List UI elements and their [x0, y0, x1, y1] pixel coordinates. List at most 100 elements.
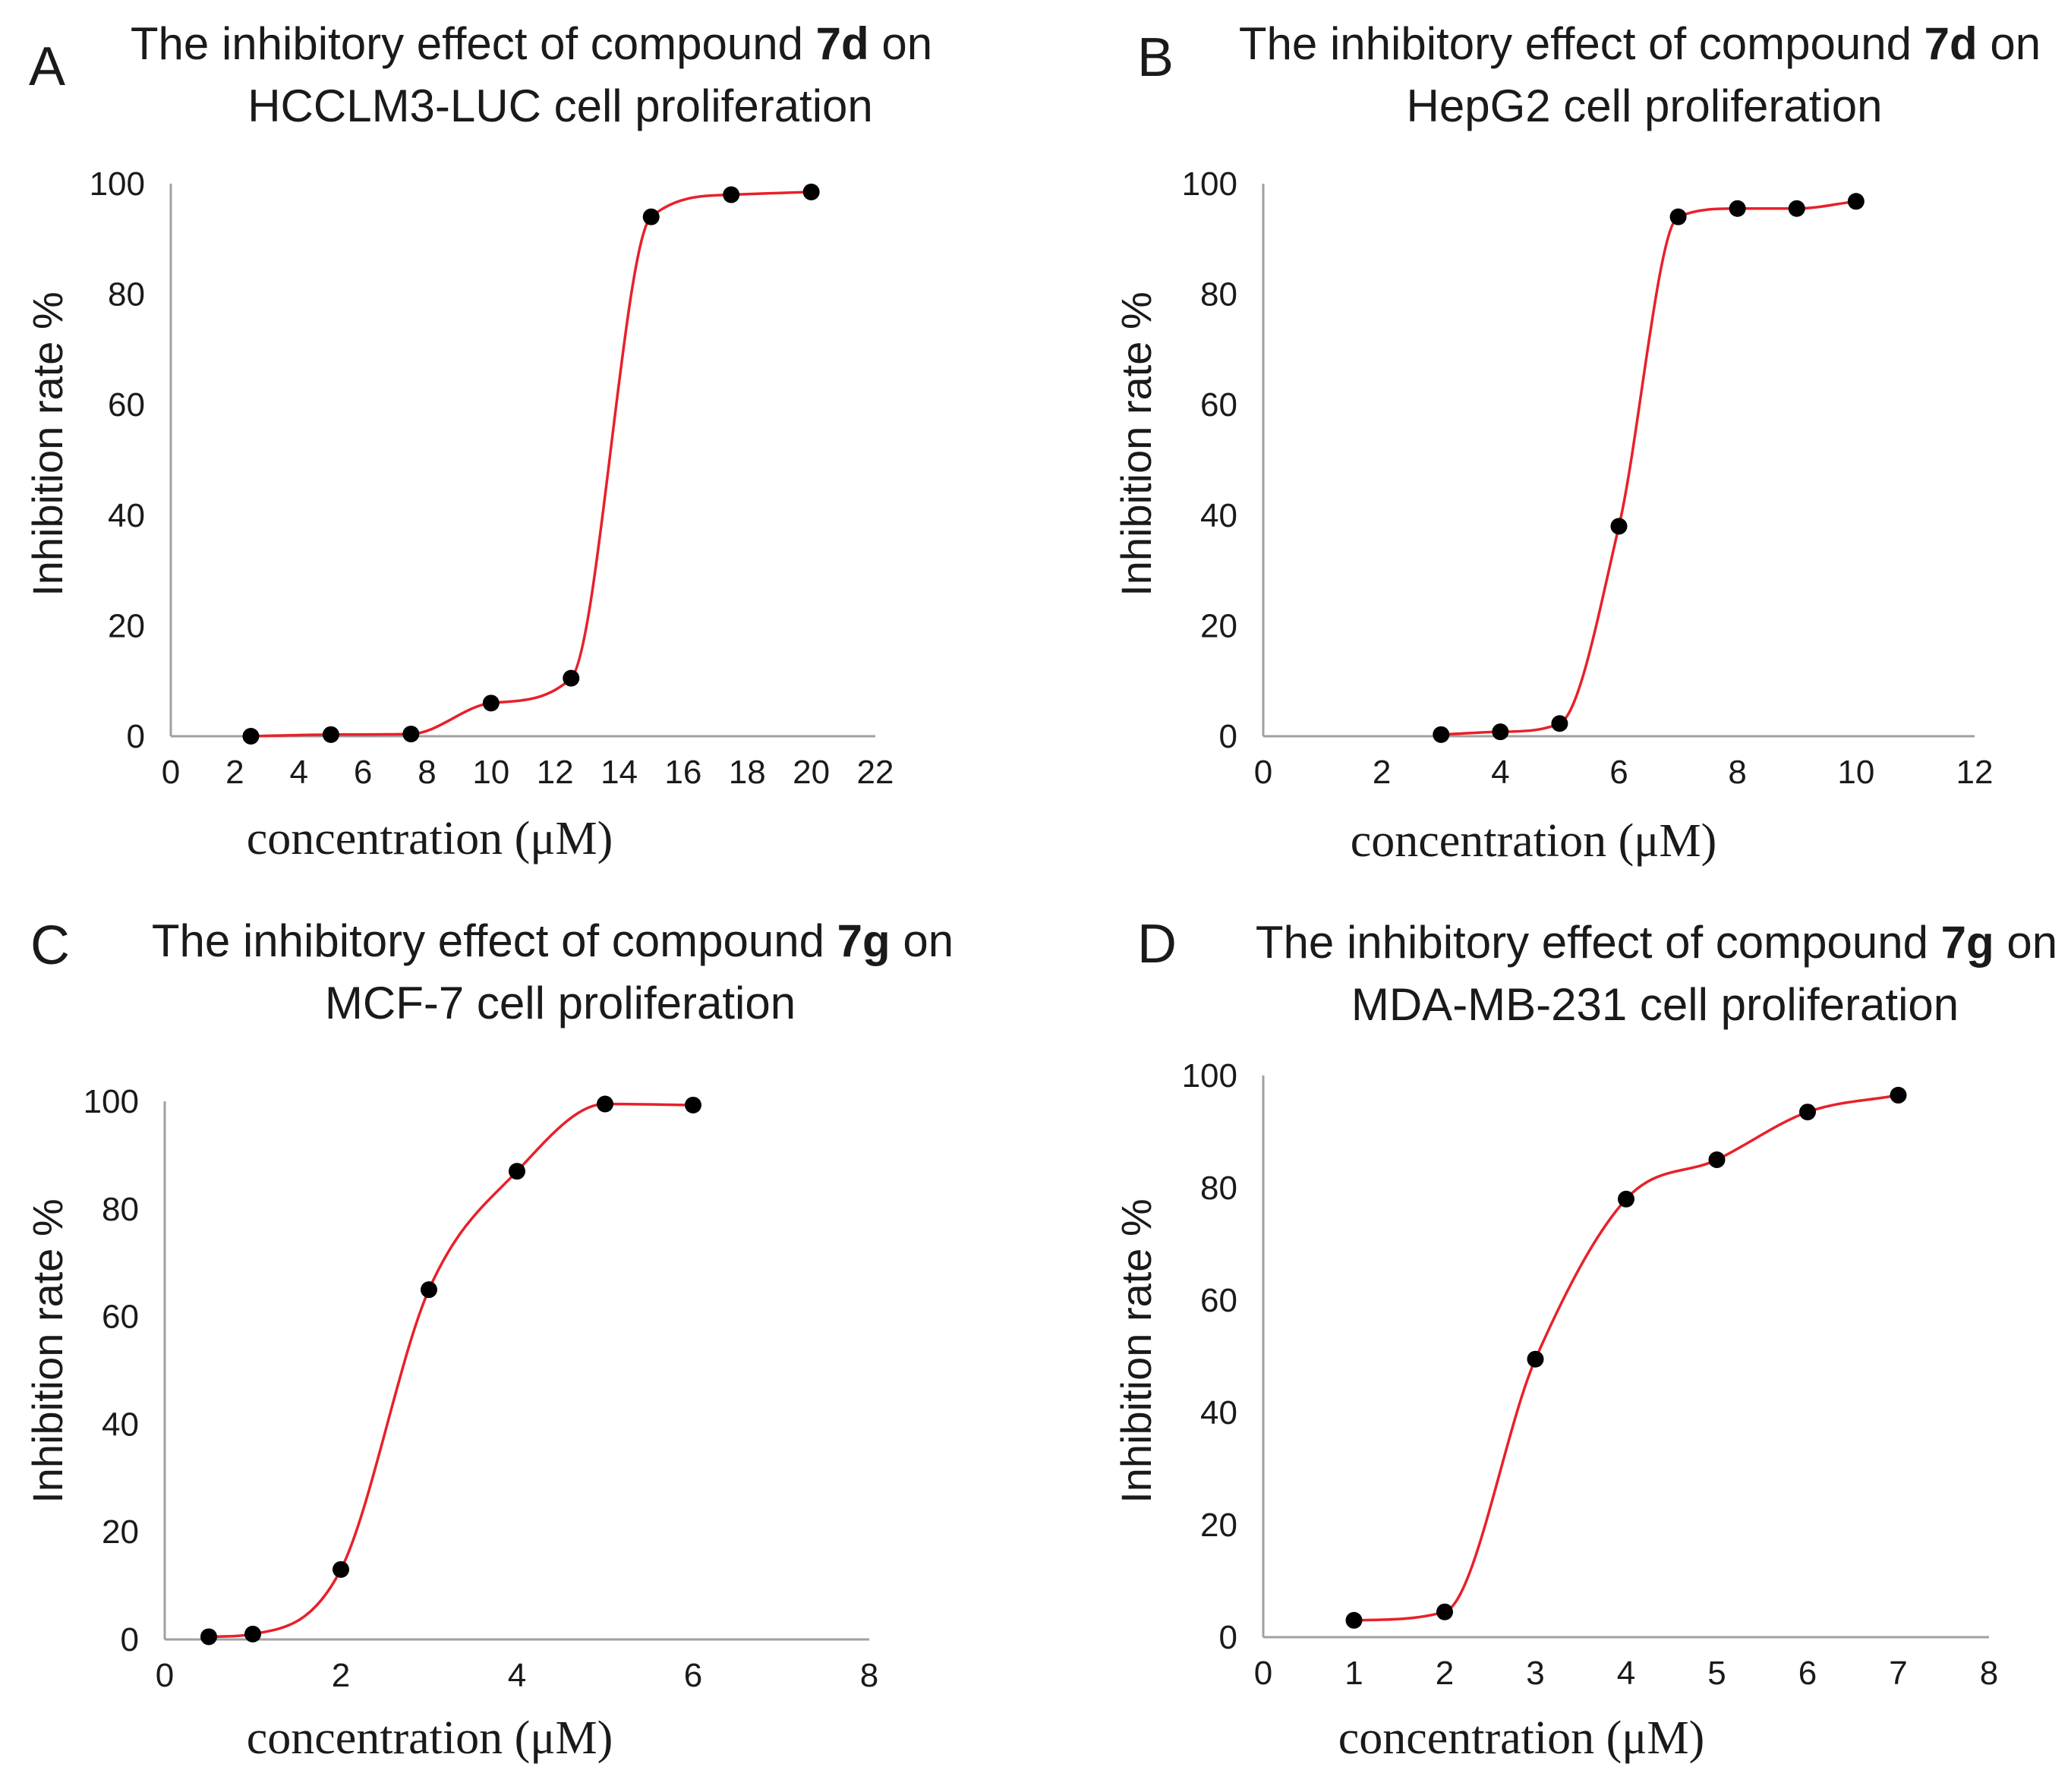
data-point	[685, 1096, 701, 1113]
data-point	[563, 669, 580, 687]
fit-curve	[251, 191, 812, 738]
chart-panel-b: B The inhibitory effect of compound 7d o…	[1036, 0, 2071, 896]
panel-letter: B	[1137, 27, 1174, 88]
data-point	[1610, 518, 1628, 535]
x-tick-label: 12	[1956, 754, 1994, 791]
y-tick-label: 60	[1200, 1282, 1237, 1319]
chart-title-line1: The inhibitory effect of compound 7d on	[131, 18, 932, 69]
data-point	[1492, 723, 1509, 741]
x-axis-label: concentration (μM)	[247, 813, 613, 865]
x-tick-label: 4	[289, 754, 307, 791]
x-tick-label: 6	[354, 754, 372, 791]
chart-title-line2: MCF-7 cell proliferation	[325, 978, 796, 1028]
y-tick-label: 80	[1200, 276, 1237, 313]
data-point	[402, 726, 420, 743]
x-tick-label: 8	[1728, 754, 1746, 791]
x-tick-label: 6	[1798, 1655, 1817, 1692]
data-point	[597, 1095, 613, 1113]
chart-panel-d: D The inhibitory effect of compound 7g o…	[1036, 896, 2071, 1791]
y-tick-label: 60	[108, 386, 145, 424]
compound-id: 7d	[1924, 18, 1978, 69]
chart-title-line1: The inhibitory effect of compound 7d on	[1239, 18, 2041, 69]
y-tick-label: 100	[90, 165, 145, 203]
data-point	[1436, 1603, 1453, 1620]
y-axis-label: Inhibition rate %	[24, 291, 71, 597]
y-tick-label: 20	[1200, 607, 1237, 644]
x-tick-label: 18	[729, 754, 766, 791]
data-point	[1618, 1190, 1634, 1208]
x-tick-label: 6	[684, 1657, 702, 1694]
y-axis-label: Inhibition rate %	[24, 1198, 71, 1504]
chart-title-line2: HCCLM3-LUC cell proliferation	[247, 80, 873, 131]
y-tick-label: 20	[102, 1513, 139, 1551]
x-tick-label: 0	[156, 1657, 174, 1694]
y-axis-label: Inhibition rate %	[1112, 1198, 1160, 1504]
data-point	[509, 1163, 525, 1180]
x-tick-label: 4	[1617, 1655, 1635, 1692]
data-point	[642, 208, 660, 225]
x-tick-label: 14	[600, 754, 638, 791]
x-tick-label: 0	[162, 754, 180, 791]
x-tick-label: 6	[1609, 754, 1628, 791]
chart-c-svg: C The inhibitory effect of compound 7g o…	[24, 915, 954, 1764]
y-tick-label: 40	[102, 1406, 139, 1443]
data-point	[1551, 715, 1568, 732]
data-point	[1669, 208, 1687, 225]
fit-curve	[208, 1102, 694, 1639]
y-tick-label: 40	[1200, 1394, 1237, 1431]
chart-title-line2: HepG2 cell proliferation	[1407, 80, 1883, 131]
y-tick-label: 80	[102, 1191, 139, 1228]
chart-panel-a: A The inhibitory effect of compound 7d o…	[0, 0, 1036, 896]
y-tick-label: 60	[1200, 386, 1237, 424]
fit-curve	[1354, 1094, 1899, 1622]
data-point	[200, 1628, 217, 1646]
x-tick-label: 20	[793, 754, 830, 791]
x-tick-label: 3	[1526, 1655, 1544, 1692]
chart-panel-c: C The inhibitory effect of compound 7g o…	[0, 896, 1036, 1791]
panel-letter: D	[1137, 914, 1177, 975]
x-tick-label: 2	[1436, 1655, 1454, 1692]
x-tick-label: 8	[418, 754, 436, 791]
y-axis-label: Inhibition rate %	[1112, 291, 1160, 597]
compound-id: 7g	[837, 915, 890, 966]
panel-letter: C	[30, 915, 70, 976]
data-point	[333, 1561, 349, 1578]
chart-title-line2: MDA-MB-231 cell proliferation	[1351, 979, 1959, 1030]
data-point	[242, 728, 260, 745]
fit-curve	[1441, 200, 1857, 736]
y-tick-label: 20	[108, 607, 145, 644]
x-tick-label: 22	[857, 754, 894, 791]
chart-d-svg: D The inhibitory effect of compound 7g o…	[1112, 914, 2057, 1764]
data-point	[1788, 200, 1805, 217]
x-tick-label: 8	[1980, 1655, 1998, 1692]
compound-id: 7d	[816, 18, 869, 69]
x-tick-label: 16	[664, 754, 701, 791]
chart-title-line1: The inhibitory effect of compound 7g on	[152, 915, 954, 966]
y-tick-label: 0	[127, 718, 145, 755]
x-tick-label: 8	[860, 1657, 878, 1694]
x-tick-label: 0	[1254, 1655, 1272, 1692]
data-point	[1527, 1350, 1544, 1368]
data-point	[723, 186, 740, 203]
x-axis-label: concentration (μM)	[247, 1712, 613, 1764]
y-tick-label: 100	[84, 1083, 139, 1120]
y-tick-label: 40	[1200, 497, 1237, 534]
x-tick-label: 10	[472, 754, 509, 791]
y-tick-label: 80	[108, 276, 145, 313]
x-tick-label: 7	[1889, 1655, 1907, 1692]
y-tick-label: 0	[1219, 718, 1237, 755]
y-tick-label: 20	[1200, 1507, 1237, 1544]
data-point	[244, 1625, 261, 1642]
x-tick-label: 10	[1837, 754, 1874, 791]
data-point	[482, 694, 500, 712]
data-point	[1433, 726, 1450, 743]
y-tick-label: 0	[121, 1621, 139, 1658]
x-tick-label: 2	[1373, 754, 1391, 791]
y-tick-label: 0	[1219, 1619, 1237, 1656]
x-tick-label: 4	[508, 1657, 526, 1694]
data-point	[1729, 200, 1746, 217]
chart-a-svg: A The inhibitory effect of compound 7d o…	[24, 18, 932, 865]
x-tick-label: 2	[332, 1657, 350, 1694]
data-point	[1708, 1151, 1726, 1168]
x-axis-label: concentration (μM)	[1338, 1712, 1705, 1764]
